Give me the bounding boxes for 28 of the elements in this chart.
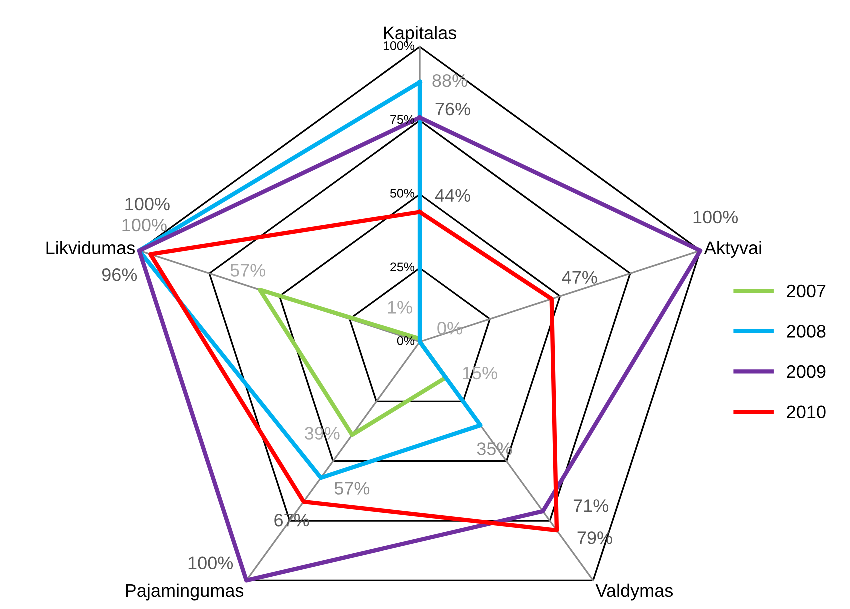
data-label: 57% xyxy=(334,482,370,495)
data-label: 76% xyxy=(436,102,470,116)
spoke-label: Pajamingumas xyxy=(126,584,244,601)
data-label: 100% xyxy=(188,556,234,570)
y-tick-label: 50% xyxy=(390,189,415,198)
data-label: 96% xyxy=(102,268,138,282)
data-label: 44% xyxy=(435,189,470,202)
data-label: 1% xyxy=(388,301,412,314)
spoke-label: Kapitalas xyxy=(384,26,456,43)
data-label: 100% xyxy=(694,210,738,224)
y-tick-label: 25% xyxy=(390,262,415,272)
legend-label: 2008 xyxy=(787,325,826,338)
data-label: 71% xyxy=(574,500,609,512)
data-label: 57% xyxy=(230,264,266,277)
data-label: 100% xyxy=(122,218,167,232)
legend-label: 2009 xyxy=(787,365,826,378)
data-label: 88% xyxy=(432,74,468,88)
legend-label: 2007 xyxy=(787,284,826,298)
y-tick-label: 75% xyxy=(390,115,415,124)
spoke-label: Valdymas xyxy=(596,584,674,601)
data-label: 0% xyxy=(438,322,462,335)
y-tick-label: 0% xyxy=(397,336,415,346)
legend-label: 2010 xyxy=(787,406,826,419)
spoke-label: Aktyvai xyxy=(704,241,762,258)
data-label: 47% xyxy=(562,271,598,284)
data-label: 100% xyxy=(126,198,170,211)
spoke-label: Likvidumas xyxy=(46,241,135,254)
y-tick-label: 100% xyxy=(384,42,415,50)
